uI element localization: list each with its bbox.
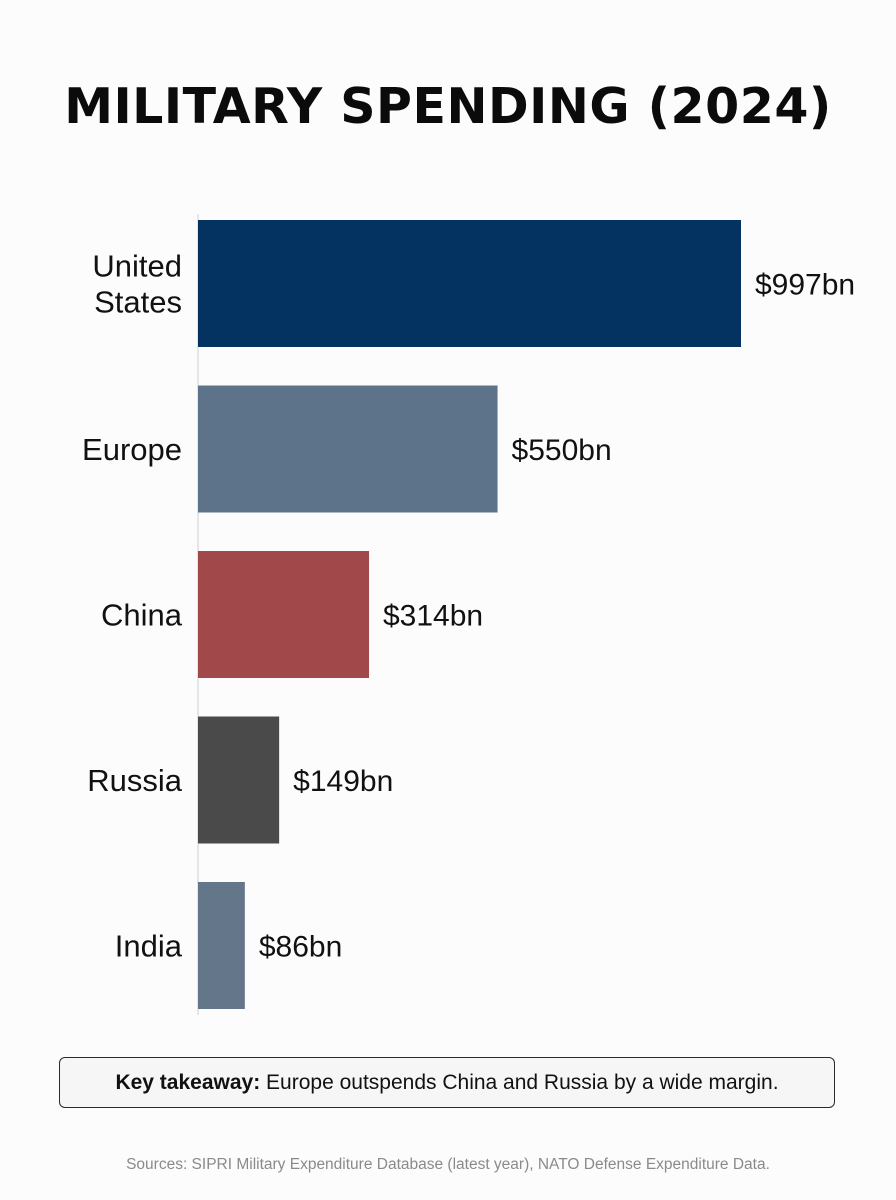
value-label: $997bn — [755, 269, 855, 302]
category-label-line: Russia — [87, 763, 183, 798]
value-label: $86bn — [259, 931, 342, 964]
value-label: $149bn — [293, 765, 393, 798]
category-label-line: China — [101, 598, 183, 633]
category-label-line: Europe — [82, 432, 182, 467]
chart-title: MILITARY SPENDING (2024) — [64, 78, 832, 135]
bar-chart: United States Europe China Russia India $997b… — [82, 214, 855, 1015]
bar-russia — [198, 716, 280, 844]
category-label: Europe — [82, 432, 182, 467]
key-takeaway-box: Key takeaway: Europe outspends China and… — [59, 1057, 835, 1108]
category-label: United States — [92, 249, 182, 320]
bar-china — [198, 551, 370, 678]
takeaway-text: Europe outspends China and Russia by a w… — [260, 1070, 779, 1094]
value-label: $314bn — [383, 600, 483, 633]
category-labels-group: United States Europe China Russia India — [82, 249, 183, 964]
value-label: $550bn — [512, 434, 612, 467]
sources-note: Sources: SIPRI Military Expenditure Data… — [126, 1156, 770, 1173]
category-label: Russia — [87, 763, 183, 798]
category-label-line: India — [115, 929, 183, 964]
value-labels-group: $997bn $550bn $314bn $149bn $86bn — [259, 269, 855, 964]
category-label: India — [115, 929, 183, 964]
bar-europe — [198, 385, 498, 513]
category-label-line: States — [94, 285, 182, 320]
bars-group — [198, 220, 741, 1009]
bar-india — [198, 882, 245, 1009]
category-label: China — [101, 598, 183, 633]
takeaway-label: Key takeaway: — [115, 1070, 261, 1094]
category-label-line: United — [92, 249, 182, 284]
bar-united-states — [198, 220, 741, 347]
